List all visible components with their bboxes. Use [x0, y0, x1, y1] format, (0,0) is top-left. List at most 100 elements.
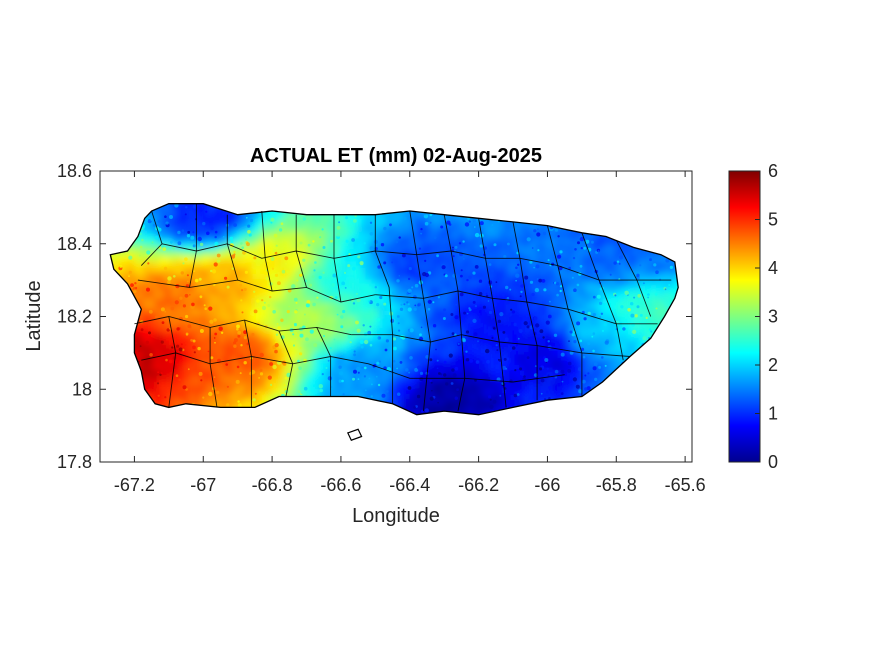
et-cell [159, 376, 167, 384]
et-cell [147, 286, 155, 294]
et-cell [651, 274, 659, 282]
et-cell [441, 280, 449, 288]
et-cell [561, 340, 569, 348]
et-cell [501, 370, 509, 378]
et-cell [399, 286, 407, 294]
et-cell [423, 364, 431, 372]
et-cell [579, 334, 587, 342]
et-cell [519, 262, 527, 270]
et-cell [213, 400, 221, 408]
et-cell [261, 268, 269, 276]
et-cell [405, 400, 413, 408]
et-cell [531, 352, 539, 360]
et-cell [261, 352, 269, 360]
et-cell [549, 250, 557, 258]
et-cell [363, 304, 371, 312]
et-cell [519, 322, 527, 330]
et-speckle [376, 361, 380, 365]
et-speckle [523, 375, 526, 378]
et-cell [249, 226, 257, 234]
et-cell [225, 322, 233, 330]
et-cell [225, 304, 233, 312]
et-cell [561, 370, 569, 378]
et-cell [489, 286, 497, 294]
et-cell [387, 328, 395, 336]
et-cell [315, 376, 323, 384]
et-cell [267, 364, 275, 372]
et-cell [345, 226, 353, 234]
et-cell [459, 268, 467, 276]
et-cell [255, 376, 263, 384]
et-speckle [495, 281, 498, 284]
et-speckle [376, 375, 378, 378]
et-speckle [169, 215, 173, 219]
et-cell [147, 292, 155, 300]
et-cell [651, 280, 659, 288]
et-speckle [237, 403, 242, 408]
et-cell [483, 310, 491, 318]
et-speckle [172, 356, 177, 360]
et-cell [597, 238, 605, 246]
et-cell [603, 274, 611, 282]
et-cell [267, 304, 275, 312]
et-cell [399, 316, 407, 324]
et-cell [183, 220, 191, 228]
et-cell [603, 370, 611, 378]
et-cell [165, 328, 173, 336]
et-cell [339, 250, 347, 258]
et-speckle [568, 266, 571, 270]
et-cell [255, 316, 263, 324]
et-cell [309, 256, 317, 264]
et-speckle [519, 367, 523, 371]
et-cell [489, 328, 497, 336]
et-cell [513, 388, 521, 396]
et-cell [441, 244, 449, 252]
et-cell [207, 298, 215, 306]
et-cell [279, 238, 287, 246]
et-cell [429, 352, 437, 360]
et-cell [393, 376, 401, 384]
et-cell [435, 322, 443, 330]
et-cell [489, 352, 497, 360]
et-cell [303, 238, 311, 246]
et-cell [273, 262, 281, 270]
et-cell [573, 376, 581, 384]
et-speckle [251, 332, 255, 337]
et-cell [273, 388, 281, 396]
et-cell [171, 250, 179, 258]
et-cell [615, 310, 623, 318]
et-speckle [149, 349, 153, 353]
et-cell [399, 352, 407, 360]
et-cell [363, 358, 371, 366]
et-cell [525, 316, 533, 324]
et-speckle [355, 320, 359, 325]
et-cell [333, 388, 341, 396]
et-cell [255, 334, 263, 342]
et-cell [429, 304, 437, 312]
et-cell [309, 388, 317, 396]
et-cell [381, 310, 389, 318]
et-cell [363, 346, 371, 354]
et-cell [309, 334, 317, 342]
et-speckle [378, 360, 381, 363]
et-cell [555, 310, 563, 318]
et-cell [219, 364, 227, 372]
et-cell [135, 256, 143, 264]
et-speckle [459, 292, 464, 297]
et-cell [435, 268, 443, 276]
et-speckle [419, 371, 424, 375]
et-speckle [135, 287, 138, 289]
et-cell [477, 412, 485, 415]
et-cell [345, 346, 353, 354]
et-speckle [288, 305, 290, 308]
et-cell [525, 292, 533, 300]
et-cell [273, 322, 281, 330]
et-cell [309, 262, 317, 270]
et-cell [237, 334, 245, 342]
et-cell [189, 316, 197, 324]
et-cell [195, 316, 203, 324]
et-cell [375, 376, 383, 384]
et-cell [363, 274, 371, 282]
et-cell [357, 226, 365, 234]
et-cell [639, 280, 647, 288]
